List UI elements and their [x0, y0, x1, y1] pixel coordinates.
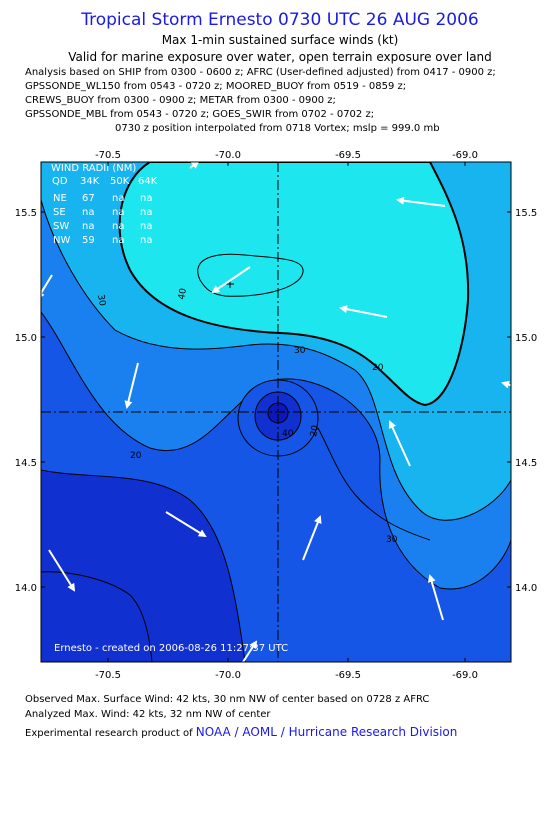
- wind-radii-quadrant: SE: [53, 207, 66, 218]
- contour-lower-left: [41, 571, 153, 662]
- wind-radii-quadrant: SW: [53, 221, 69, 232]
- lat-tick-label: 14.0: [15, 583, 37, 594]
- contour-right-20: [317, 427, 431, 541]
- contour-labels: 40 30 30 20 20 30 40 20: [95, 287, 398, 545]
- wind-radii-header: 50K: [110, 176, 130, 187]
- analysis-position-line: 0730 z position interpolated from 0718 V…: [115, 123, 440, 134]
- wind-radii-header: 34K: [80, 176, 100, 187]
- wind-arrow: [427, 574, 444, 621]
- wind-arrow: [189, 162, 200, 169]
- lat-tick-label: 15.0: [15, 333, 37, 344]
- analysis-line: GPSSONDE_WL150 from 0543 - 0720 z; MOORE…: [25, 81, 407, 92]
- lon-tick-label: -70.5: [95, 150, 121, 161]
- lat-tick-label: 15.5: [15, 208, 37, 219]
- contour-label: 20: [309, 424, 321, 437]
- attribution: Experimental research product of NOAA / …: [25, 725, 457, 739]
- wind-analysis-map: 40 30 30 20 20 30 40 20 WIND RADII (NM) …: [0, 140, 560, 680]
- lat-tick-label: 15.5: [515, 208, 537, 219]
- chart-title: Tropical Storm Ernesto 0730 UTC 26 AUG 2…: [81, 10, 479, 30]
- contour-30: [41, 199, 511, 521]
- contour-label: 30: [386, 535, 398, 545]
- lat-tick-label: 14.5: [15, 458, 37, 469]
- lat-tick-label: 14.0: [515, 583, 537, 594]
- wind-radii-title: WIND RADII (NM): [51, 163, 136, 174]
- contour-label: 30: [294, 346, 306, 356]
- wind-radii-value: na: [140, 207, 152, 218]
- wind-radii-value: na: [112, 221, 124, 232]
- wind-radii-value: 59: [82, 235, 95, 246]
- wind-radii-value: na: [82, 207, 94, 218]
- contour-label: 20: [372, 363, 384, 373]
- lat-tick-label: 15.0: [515, 333, 537, 344]
- observed-max-wind: Observed Max. Surface Wind: 42 kts, 30 n…: [25, 694, 430, 705]
- wind-arrow: [124, 362, 139, 409]
- wind-radii-quadrant: NE: [53, 193, 67, 204]
- analyzed-max-wind: Analyzed Max. Wind: 42 kts, 32 nm NW of …: [25, 709, 271, 720]
- analysis-line: CREWS_BUOY from 0300 - 0900 z; METAR fro…: [25, 95, 336, 106]
- wind-arrow: [165, 511, 207, 538]
- wind-radii-value: na: [140, 221, 152, 232]
- wind-radii-value: na: [112, 235, 124, 246]
- wind-radii-value: na: [112, 207, 124, 218]
- contour-label: 20: [130, 451, 142, 461]
- contour-inner-30: [197, 253, 304, 297]
- wind-arrow: [388, 420, 411, 467]
- wind-radii-header: QD: [52, 176, 68, 187]
- contour-label: 40: [177, 287, 189, 300]
- wind-arrow: [242, 640, 258, 662]
- lat-tick-label: 14.5: [515, 458, 537, 469]
- wind-radii-value: na: [140, 193, 152, 204]
- chart-subtitle-validity: Valid for marine exposure over water, op…: [68, 50, 492, 64]
- lon-tick-label: -69.5: [335, 150, 361, 161]
- wind-arrow: [41, 274, 53, 300]
- wind-arrow: [339, 305, 388, 318]
- lon-tick-label: -70.0: [215, 150, 241, 161]
- wind-radii-table: WIND RADII (NM) QD 34K 50K 64K NE 67 na …: [51, 163, 158, 246]
- lon-tick-label: -69.5: [335, 670, 361, 680]
- lon-tick-label: -70.0: [215, 670, 241, 680]
- creation-credit: Ernesto - created on 2006-08-26 11:27:37…: [54, 643, 288, 654]
- wind-radii-value: 67: [82, 193, 95, 204]
- wind-arrow: [48, 549, 76, 592]
- wind-radii-header: 64K: [138, 176, 158, 187]
- analysis-line: Analysis based on SHIP from 0300 - 0600 …: [25, 67, 496, 78]
- hrd-link[interactable]: NOAA / AOML / Hurricane Research Divisio…: [195, 725, 458, 739]
- map-frame: [40, 161, 512, 663]
- wind-arrow: [302, 515, 322, 561]
- wind-arrow: [211, 266, 251, 294]
- wind-radii-value: na: [112, 193, 124, 204]
- wind-arrow: [501, 380, 511, 389]
- contour-10: [41, 469, 246, 662]
- analysis-line: GPSSONDE_MBL from 0543 - 0720 z; GOES_SW…: [25, 109, 375, 120]
- wind-radii-value: na: [140, 235, 152, 246]
- lon-tick-label: -69.0: [452, 150, 478, 161]
- lon-tick-label: -70.5: [95, 670, 121, 680]
- wind-radii-value: na: [82, 221, 94, 232]
- wind-radii-quadrant: NW: [53, 235, 70, 246]
- contour-20: [41, 311, 511, 590]
- chart-subtitle: Max 1-min sustained surface winds (kt): [161, 33, 399, 47]
- map-ticks: [41, 162, 511, 662]
- attribution-prefix: Experimental research product of: [25, 728, 193, 739]
- wind-vectors: [41, 162, 511, 662]
- contour-label: 40: [282, 429, 294, 439]
- lon-tick-label: -69.0: [452, 670, 478, 680]
- wind-arrow: [396, 196, 446, 207]
- contour-label: 30: [95, 294, 107, 307]
